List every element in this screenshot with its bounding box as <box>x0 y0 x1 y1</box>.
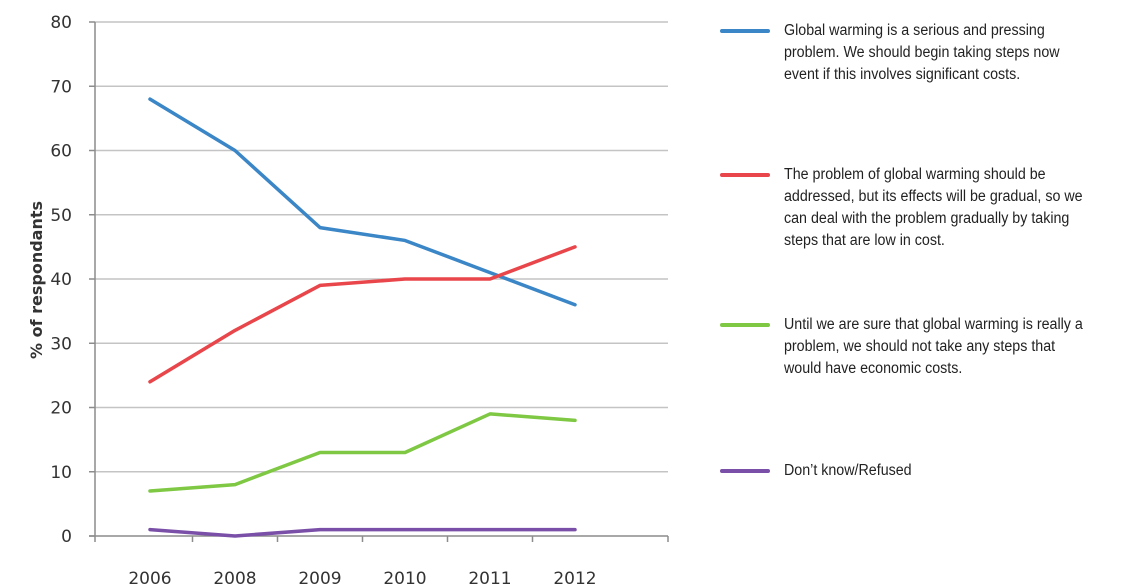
legend-label-gradual: The problem of global warming should be … <box>784 166 1083 249</box>
y-tick-20: 20 <box>50 399 72 419</box>
legend-label-dont-know: Don’t know/Refused <box>784 462 912 479</box>
x-tick-2006: 2006 <box>128 569 171 586</box>
series-line-0 <box>148 97 577 307</box>
legend-swatch-gradual <box>720 173 770 177</box>
x-tick-2008: 2008 <box>213 569 256 586</box>
legend-label-serious: Global warming is a serious and pressing… <box>784 22 1060 83</box>
x-tick-2010: 2010 <box>383 569 426 586</box>
y-tick-80: 80 <box>50 13 72 33</box>
series-line-1 <box>148 245 577 384</box>
x-tick-2012: 2012 <box>553 569 596 586</box>
series-line-2 <box>148 412 577 493</box>
x-tick-labels: 2006 2008 2009 2010 2011 2012 <box>128 569 596 586</box>
y-tick-0: 0 <box>61 527 72 547</box>
series-lines <box>148 97 577 538</box>
legend-swatch-dont-know <box>720 469 770 473</box>
y-tick-60: 60 <box>50 142 72 162</box>
y-tick-50: 50 <box>50 206 72 226</box>
y-tick-40: 40 <box>50 270 72 290</box>
y-tick-10: 10 <box>50 463 72 483</box>
x-tick-2009: 2009 <box>298 569 341 586</box>
y-tick-70: 70 <box>50 77 72 97</box>
y-tick-30: 30 <box>50 334 72 354</box>
legend-label-wait: Until we are sure that global warming is… <box>784 316 1083 377</box>
axes <box>89 21 669 542</box>
x-tick-2011: 2011 <box>468 569 511 586</box>
legend-swatch-serious <box>720 29 770 33</box>
y-tick-labels: 0 10 20 30 40 50 60 70 80 <box>50 13 72 547</box>
series-line-3 <box>148 527 577 538</box>
legend-swatch-wait <box>720 323 770 327</box>
y-axis-label: % of respondants <box>27 201 46 359</box>
gridlines <box>95 21 668 473</box>
